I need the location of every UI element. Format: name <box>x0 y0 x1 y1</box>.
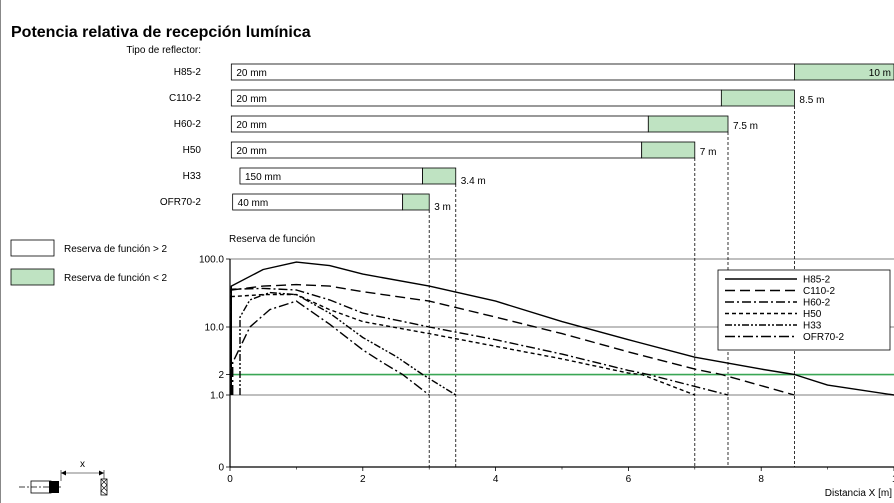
bar-max-label: 3 m <box>434 202 451 213</box>
chart-title: Potencia relativa de recepción lumínica <box>11 24 311 41</box>
series-line <box>230 261 894 396</box>
series-line <box>230 293 696 396</box>
bar-min-label: 150 mm <box>245 172 281 183</box>
bar-min-label: 20 mm <box>236 94 267 105</box>
series-legend-label: C110-2 <box>803 286 835 297</box>
reflector-name: H60-2 <box>174 119 202 130</box>
reflector-icon <box>100 478 108 496</box>
x-tick-label: 2 <box>360 474 366 485</box>
y-axis-label: Reserva de función <box>229 234 315 245</box>
x-tick-label: 8 <box>758 474 764 485</box>
reflector-name: H85-2 <box>174 67 202 78</box>
bar-reserve-low <box>641 141 696 159</box>
reflector-name: C110-2 <box>169 93 201 104</box>
bar-max-label: 10 m <box>869 68 891 79</box>
reflector-heading: Tipo de reflector: <box>126 45 201 56</box>
reflector-hatch <box>100 478 108 496</box>
reflector-name: H50 <box>183 145 202 156</box>
bar-min-label: 20 mm <box>236 146 267 157</box>
x-tick-label: 0 <box>227 474 233 485</box>
y-tick-label: 10.0 <box>205 323 225 334</box>
bar-reserve-low <box>720 89 795 107</box>
bar-min-label: 40 mm <box>238 198 269 209</box>
series-legend-label: H60-2 <box>803 298 831 309</box>
x-axis-label: Distancia X [m] <box>825 488 892 499</box>
dim-arrows <box>61 470 104 476</box>
bar-reserve-low <box>402 193 430 211</box>
x-tick-label: 4 <box>493 474 499 485</box>
series-line <box>230 283 795 396</box>
bar-max-label: 8.5 m <box>799 95 824 106</box>
grid-lines <box>230 258 894 396</box>
series-line <box>232 300 430 396</box>
bar-max-label: 3.4 m <box>461 176 486 187</box>
reserve-legend: Reserva de función > 2 Reserva de función… <box>10 239 168 286</box>
legend-label: Reserva de función < 2 <box>64 273 168 284</box>
bar-max-label: 7.5 m <box>733 121 758 132</box>
series-legend-label: H33 <box>803 321 822 332</box>
bar-reserve-low <box>794 63 894 81</box>
range-bars: H85-2 20 mm 10 m C110-2 20 mm 8.5 m H60-2 20 mm… <box>160 63 894 467</box>
y-tick-label: 0 <box>218 463 224 474</box>
bar-reserve-low <box>647 115 729 133</box>
bar-reserve-low <box>422 167 457 185</box>
bar-min-label: 20 mm <box>236 68 267 79</box>
reflector-name: H33 <box>183 171 202 182</box>
legend-label: Reserva de función > 2 <box>64 244 168 255</box>
distance-diagram: x <box>19 459 108 496</box>
reflector-name: OFR70-2 <box>160 197 202 208</box>
legend-swatch <box>10 239 55 257</box>
series-lines <box>230 261 894 396</box>
x-tick-label: 10 <box>892 474 894 485</box>
axes: 100.0 10.0 2 1.0 00 2 4 6 8 10 <box>199 255 894 485</box>
series-legend-label: H50 <box>803 309 822 320</box>
series-legend-label: H85-2 <box>803 275 831 286</box>
series-line <box>230 287 729 396</box>
bar-reserve-high <box>230 141 643 159</box>
bar-max-label: 7 m <box>700 147 717 158</box>
x-tick-label: 6 <box>626 474 632 485</box>
bar-reserve-high <box>230 115 649 133</box>
sensor-lens <box>49 481 59 493</box>
dim-label: x <box>80 459 85 470</box>
y-tick-label: 1.0 <box>210 391 224 402</box>
y-tick-label: 2 <box>218 370 224 381</box>
bar-reserve-high <box>230 63 795 81</box>
legend-swatch <box>10 268 55 286</box>
series-legend-label: OFR70-2 <box>803 332 845 343</box>
series-line <box>239 291 457 396</box>
bar-min-label: 20 mm <box>236 120 267 131</box>
y-tick-label: 100.0 <box>199 255 224 266</box>
bar-reserve-high <box>230 89 722 107</box>
